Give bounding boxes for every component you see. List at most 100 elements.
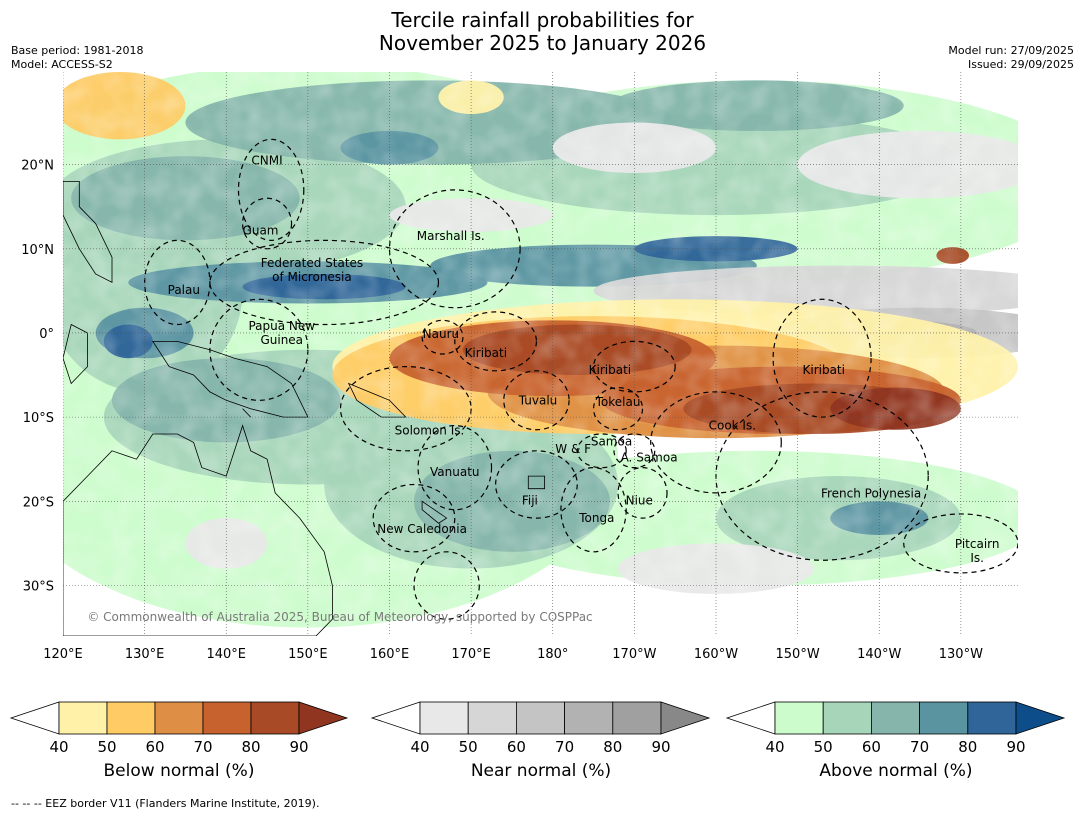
region-label: Papua New xyxy=(248,319,315,333)
probability-fields xyxy=(63,72,1018,636)
latitude-tick-label: 10°S xyxy=(23,411,54,426)
colorbar-segment xyxy=(58,701,108,735)
colorbar-segment xyxy=(202,701,252,735)
eez-boundary xyxy=(560,467,627,553)
region-label: Kiribati xyxy=(465,346,507,360)
texture-overlay xyxy=(63,72,1018,636)
region-label: Vanuatu xyxy=(430,465,480,479)
eez-boundary xyxy=(209,298,309,401)
colorbar-tick-label: 60 xyxy=(507,738,526,756)
issued-date: Issued: 29/09/2025 xyxy=(967,58,1074,71)
colorbar-extend-high xyxy=(298,701,349,735)
longitude-tick-label: 160°E xyxy=(370,647,410,662)
copyright-text: © Commonwealth of Australia 2025, Bureau… xyxy=(87,610,592,624)
eez-boundary xyxy=(421,319,464,355)
eez-boundary xyxy=(592,387,644,431)
region-label: Cook Is. xyxy=(709,419,756,433)
region-label: Tokelau xyxy=(595,395,641,409)
region-label: Solomon Is. xyxy=(395,424,465,438)
colorbar-segment xyxy=(967,701,1017,735)
coastline xyxy=(527,475,545,490)
colorbars: 40 50 60 70 80 90 40 50 60 70 80 90 40 50 60 70 80 90 xyxy=(9,701,1066,756)
colorbar-segment xyxy=(871,701,921,735)
colorbar-tick-label: 70 xyxy=(910,738,929,756)
region-label: Kiribati xyxy=(802,363,844,377)
region-label: A. Samoa xyxy=(621,451,678,465)
colorbar-segment xyxy=(612,701,662,735)
colorbar-label-above: Above normal (%) xyxy=(819,761,973,781)
region-label: Tonga xyxy=(578,511,614,525)
longitude-tick-label: 170°W xyxy=(612,647,656,662)
colorbar-segment xyxy=(564,701,614,735)
longitude-tick-label: 170°E xyxy=(451,647,491,662)
region-label: French Polynesia xyxy=(821,487,921,501)
eez-boundary xyxy=(576,433,627,469)
colorbar-segment xyxy=(419,701,469,735)
colorbar-tick-label: 70 xyxy=(555,738,574,756)
colorbar-tick-label: 90 xyxy=(1006,738,1025,756)
eez-boundary xyxy=(715,391,929,561)
latitude-tick-label: 0° xyxy=(39,327,54,342)
colorbar-extend-high xyxy=(1015,701,1066,735)
meta-left: Base period: 1981-2018 Model: ACCESS-S2 xyxy=(11,44,143,72)
region-label: Nauru xyxy=(423,327,459,341)
colorbar-2: 40 50 60 70 80 90 xyxy=(725,701,1066,756)
graticule xyxy=(63,72,1018,636)
longitude-tick-label: 160°W xyxy=(694,647,738,662)
region-label: W & F xyxy=(555,442,591,456)
region-label: Is. xyxy=(970,551,984,565)
colorbar-tick-label: 40 xyxy=(765,738,784,756)
coastline xyxy=(421,500,448,524)
land-outlines xyxy=(63,181,545,636)
region-label: Guam xyxy=(243,223,279,237)
eez-boundary xyxy=(209,239,440,326)
colorbar-extend-low xyxy=(370,701,421,735)
eez-boundary xyxy=(617,467,668,519)
region-label: CNMI xyxy=(251,153,282,167)
colorbar-tick-label: 50 xyxy=(814,738,833,756)
latitude-ticks: 20°N 10°N 0° 10°S 20°S 30°S xyxy=(21,159,54,595)
title-line-1: Tercile rainfall probabilities for xyxy=(391,8,694,32)
coastline xyxy=(63,323,88,385)
longitude-tick-label: 180° xyxy=(537,647,568,662)
colorbar-segment xyxy=(822,701,872,735)
colorbar-segment xyxy=(919,701,969,735)
region-label: Niue xyxy=(626,493,653,507)
longitude-tick-label: 140°W xyxy=(857,647,901,662)
eez-boundary xyxy=(237,138,305,241)
colorbar-tick-label: 90 xyxy=(289,738,308,756)
longitude-tick-label: 130°W xyxy=(939,647,983,662)
coastline xyxy=(63,424,333,636)
latitude-tick-label: 20°N xyxy=(21,159,54,174)
region-label: Fiji xyxy=(522,493,538,507)
eez-boundary xyxy=(372,483,456,553)
longitude-tick-label: 140°E xyxy=(206,647,246,662)
longitude-tick-label: 150°W xyxy=(776,647,820,662)
eez-boundary xyxy=(495,450,578,519)
latitude-tick-label: 10°N xyxy=(21,243,54,258)
region-label: Pitcairn xyxy=(955,537,1000,551)
colorbar-label-below: Below normal (%) xyxy=(103,761,255,781)
colorbar-0: 40 50 60 70 80 90 xyxy=(9,701,349,756)
colorbar-tick-label: 80 xyxy=(241,738,260,756)
longitude-tick-label: 150°E xyxy=(288,647,328,662)
colorbar-tick-label: 50 xyxy=(459,738,478,756)
eez-boundary xyxy=(417,424,493,511)
coastline xyxy=(63,181,113,284)
eez-boundary xyxy=(388,189,521,309)
latitude-tick-label: 20°S xyxy=(23,495,54,510)
colorbar-segment xyxy=(154,701,204,735)
eez-boundary xyxy=(413,551,480,620)
eez-boundary xyxy=(503,370,570,431)
eez-boundary xyxy=(454,311,538,372)
longitude-tick-label: 130°E xyxy=(125,647,165,662)
region-label: Palau xyxy=(168,283,200,297)
latitude-tick-label: 30°S xyxy=(23,579,54,594)
colorbar-segment xyxy=(250,701,300,735)
model-run: Model run: 27/09/2025 xyxy=(948,44,1074,57)
region-label: Samoa xyxy=(591,435,632,449)
colorbar-extend-low xyxy=(9,701,60,735)
